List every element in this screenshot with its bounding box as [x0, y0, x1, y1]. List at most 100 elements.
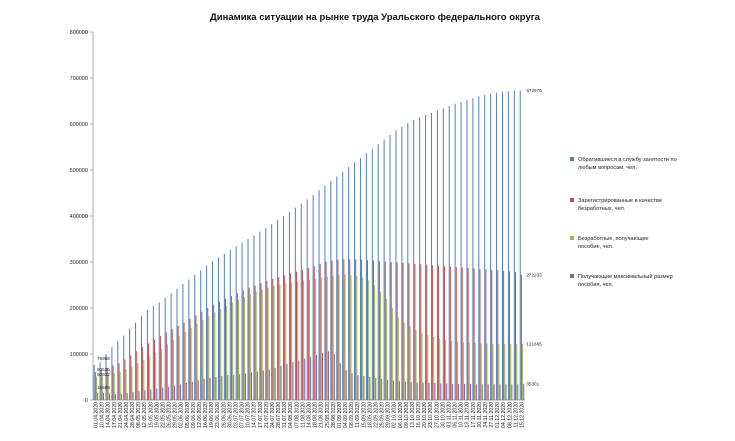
- bar: [397, 317, 399, 400]
- bar: [279, 284, 281, 400]
- x-tick-label: 07.07.2020: [240, 402, 246, 428]
- bar: [517, 384, 519, 400]
- x-tick-label: 14.08.2020: [307, 402, 313, 428]
- bar: [345, 370, 347, 400]
- bar: [120, 393, 122, 400]
- bar: [361, 259, 363, 400]
- bar: [253, 235, 255, 400]
- bar: [208, 316, 210, 400]
- bar: [309, 279, 311, 400]
- bar: [326, 276, 328, 400]
- bar: [498, 343, 500, 400]
- bar: [227, 375, 229, 400]
- bar: [467, 267, 469, 400]
- bar: [118, 363, 120, 400]
- bar: [481, 384, 483, 400]
- x-tick-label: 16.06.2020: [203, 402, 209, 428]
- data-label: 672970: [526, 88, 542, 93]
- bar: [284, 275, 286, 400]
- bar: [396, 262, 398, 400]
- bar: [100, 369, 102, 400]
- x-tick-label: 19.05.2020: [154, 402, 160, 428]
- bar: [303, 280, 305, 400]
- bar: [349, 259, 351, 400]
- bar: [425, 115, 427, 400]
- x-tick-label: 24.04.2020: [124, 402, 130, 428]
- bar: [330, 181, 332, 400]
- bar: [268, 369, 270, 400]
- bar: [103, 393, 105, 400]
- x-tick-label: 11.12.2020: [513, 402, 519, 428]
- x-tick-label: 06.11.2020: [453, 402, 459, 428]
- bar: [446, 383, 448, 400]
- bar: [137, 363, 139, 400]
- data-label: 272233: [526, 272, 542, 277]
- x-tick-label: 20.11.2020: [477, 402, 483, 428]
- bar: [371, 148, 373, 400]
- bar: [235, 246, 237, 400]
- bar: [486, 343, 488, 400]
- bar: [462, 342, 464, 400]
- x-tick-label: 09.10.2020: [404, 402, 410, 428]
- bar: [464, 383, 466, 400]
- bar: [325, 261, 327, 400]
- bar: [478, 96, 480, 401]
- x-tick-label: 19.06.2020: [209, 402, 215, 428]
- bar: [421, 332, 423, 400]
- bar: [213, 304, 215, 400]
- bar: [188, 279, 190, 400]
- bar: [455, 267, 457, 400]
- bar: [236, 293, 238, 400]
- bar: [245, 373, 247, 400]
- bar: [229, 250, 231, 400]
- x-tick-label: 25.08.2020: [325, 402, 331, 428]
- bar: [140, 316, 142, 400]
- bar: [114, 394, 116, 400]
- x-tick-label: 08.09.2020: [349, 402, 355, 428]
- x-tick-label: 03.11.2020: [446, 402, 452, 428]
- x-tick-label: 25.09.2020: [380, 402, 386, 428]
- x-tick-label: 27.11.2020: [489, 402, 495, 428]
- bar: [166, 344, 168, 400]
- bar: [150, 389, 152, 400]
- data-label: 121665: [526, 342, 542, 347]
- bar: [374, 285, 376, 400]
- bar: [362, 277, 364, 400]
- bar: [310, 356, 312, 400]
- bar: [332, 275, 334, 400]
- bar: [490, 93, 492, 400]
- bar: [119, 371, 121, 400]
- bar: [124, 359, 126, 400]
- bar: [255, 291, 257, 400]
- bar: [474, 342, 476, 400]
- bar: [168, 386, 170, 400]
- bar: [262, 370, 264, 400]
- bar: [522, 344, 524, 400]
- bar: [207, 308, 209, 400]
- bar: [343, 259, 345, 400]
- bar: [372, 260, 374, 400]
- data-label: 60526: [97, 367, 110, 372]
- bar: [428, 382, 430, 400]
- bar: [408, 263, 410, 400]
- bar: [217, 257, 219, 400]
- bar: [449, 266, 451, 400]
- bar: [401, 126, 403, 400]
- x-tick-label: 14.04.2020: [106, 402, 112, 428]
- bar: [307, 267, 309, 400]
- bar: [107, 374, 109, 400]
- x-tick-label: 26.06.2020: [221, 402, 227, 428]
- bar: [237, 299, 239, 400]
- bar: [496, 92, 498, 400]
- bar: [123, 335, 125, 400]
- bar: [171, 329, 173, 400]
- bar: [126, 393, 128, 400]
- bar: [195, 315, 197, 400]
- bar: [130, 355, 132, 400]
- x-tick-label: 21.08.2020: [319, 402, 325, 428]
- bar: [291, 282, 293, 400]
- bar: [101, 375, 103, 400]
- y-tick-label: 100000: [70, 352, 88, 358]
- bar: [398, 381, 400, 400]
